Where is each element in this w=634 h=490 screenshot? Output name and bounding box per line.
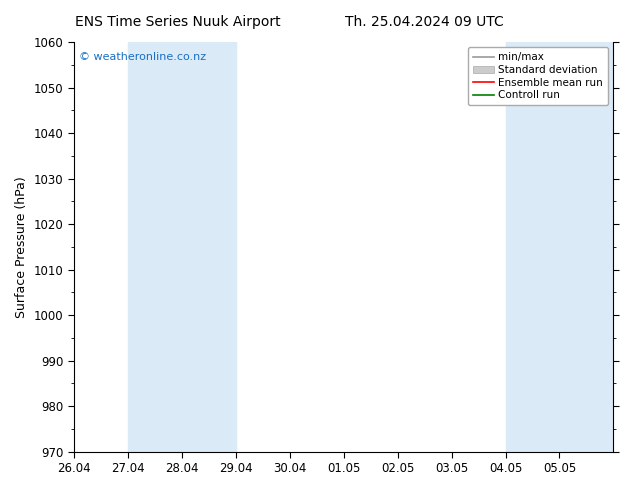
Bar bbox=[505, 42, 614, 452]
Text: ENS Time Series Nuuk Airport: ENS Time Series Nuuk Airport bbox=[75, 15, 280, 29]
Text: Th. 25.04.2024 09 UTC: Th. 25.04.2024 09 UTC bbox=[346, 15, 504, 29]
Y-axis label: Surface Pressure (hPa): Surface Pressure (hPa) bbox=[15, 176, 28, 318]
Title: ENS Time Series Nuuk Airport      Th. 25.04.2024 09 UTC: ENS Time Series Nuuk Airport Th. 25.04.2… bbox=[0, 489, 1, 490]
Bar bbox=[127, 42, 236, 452]
Text: © weatheronline.co.nz: © weatheronline.co.nz bbox=[79, 52, 206, 62]
Legend: min/max, Standard deviation, Ensemble mean run, Controll run: min/max, Standard deviation, Ensemble me… bbox=[468, 47, 608, 105]
